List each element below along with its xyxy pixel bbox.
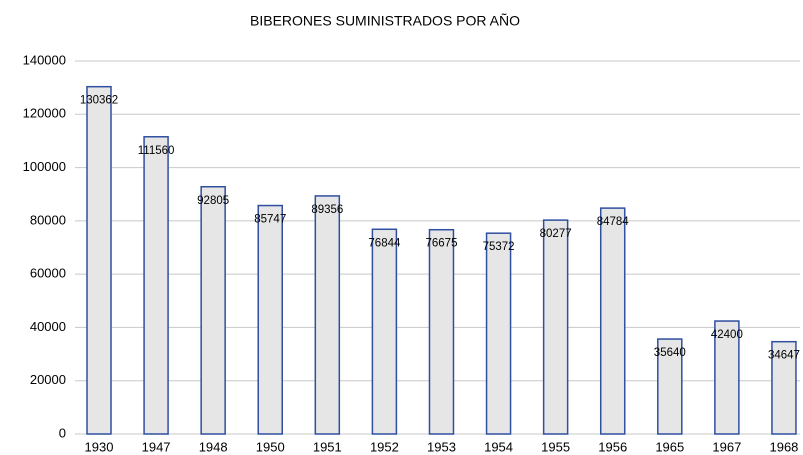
x-tick-label: 1952 [370, 439, 399, 454]
bar [542, 219, 569, 435]
y-tick-label: 0 [59, 425, 66, 440]
chart-title: BIBERONES SUMINISTRADOS POR AÑO [250, 13, 520, 29]
x-tick-label: 1948 [199, 439, 228, 454]
data-label: 42400 [711, 329, 743, 341]
y-tick-label: 40000 [30, 319, 66, 334]
data-label: 76844 [368, 237, 401, 249]
data-label: 80277 [540, 228, 572, 240]
x-tick-label: 1953 [427, 439, 456, 454]
bar [771, 340, 797, 435]
bar [257, 204, 283, 435]
bar [599, 207, 626, 435]
x-tick-label: 1947 [142, 439, 171, 454]
y-tick-label: 100000 [23, 159, 66, 174]
y-tick-label: 120000 [23, 106, 66, 121]
x-tick-label: 1950 [256, 439, 285, 454]
x-tick-label: 1955 [541, 439, 570, 454]
y-tick-label: 60000 [30, 266, 66, 281]
x-tick-label: 1930 [85, 439, 114, 454]
x-tick-label: 1956 [598, 439, 627, 454]
bar [657, 338, 683, 435]
x-tick-label: 1968 [769, 439, 798, 454]
x-tick-label: 1951 [313, 439, 342, 454]
x-tick-label: 1967 [712, 439, 741, 454]
bar [371, 228, 398, 435]
y-tick-label: 80000 [30, 212, 66, 227]
bar [200, 185, 226, 435]
bar [86, 85, 112, 435]
y-tick-label: 140000 [23, 52, 66, 67]
y-tick-label: 20000 [30, 372, 66, 387]
data-label: 85747 [254, 214, 286, 226]
data-label: 111560 [138, 145, 175, 157]
data-label: 84784 [597, 216, 630, 228]
data-label: 92805 [197, 195, 229, 207]
bar [428, 228, 455, 435]
bar [143, 136, 169, 435]
data-label: 75372 [483, 241, 515, 253]
data-label: 89356 [311, 204, 343, 216]
data-label: 35640 [654, 347, 686, 359]
data-label: 130362 [80, 95, 118, 107]
data-label: 76675 [425, 238, 457, 250]
data-label: 34647 [768, 350, 800, 362]
x-tick-label: 1965 [655, 439, 684, 454]
bar [314, 195, 341, 435]
bar [485, 232, 512, 435]
x-tick-label: 1954 [484, 439, 513, 454]
bar [714, 320, 740, 435]
